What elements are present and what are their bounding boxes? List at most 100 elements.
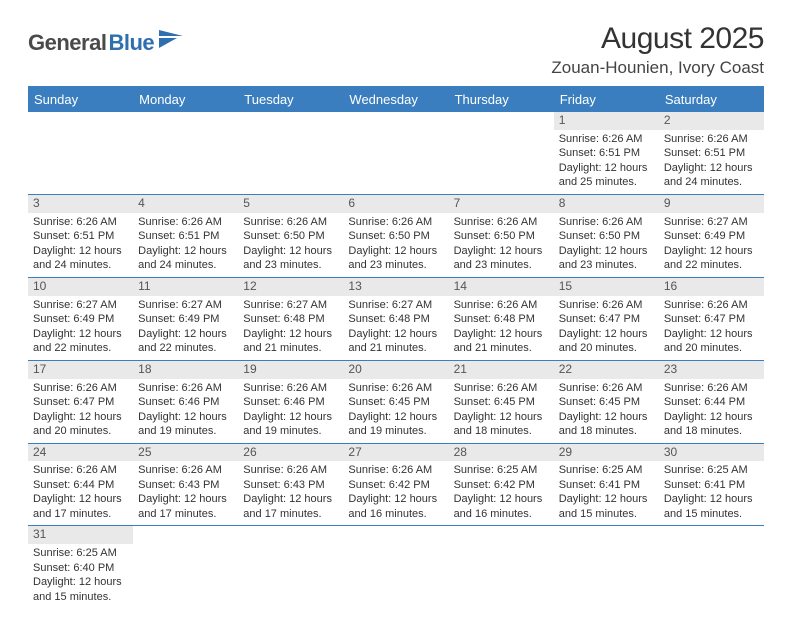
day-number: 19 [238,361,343,379]
sunset-text: Sunset: 6:50 PM [243,229,338,244]
calendar-cell: 25Sunrise: 6:26 AMSunset: 6:43 PMDayligh… [133,444,238,526]
calendar-cell: 19Sunrise: 6:26 AMSunset: 6:46 PMDayligh… [238,361,343,443]
day-number: 16 [659,278,764,296]
daylight-text: Daylight: 12 hours and 15 minutes. [559,492,654,521]
day-number: 26 [238,444,343,462]
daylight-text: Daylight: 12 hours and 22 minutes. [664,244,759,273]
sunset-text: Sunset: 6:48 PM [243,312,338,327]
calendar-cell: 27Sunrise: 6:26 AMSunset: 6:42 PMDayligh… [343,444,448,526]
sunset-text: Sunset: 6:45 PM [559,395,654,410]
calendar-cell [449,112,554,194]
sunrise-text: Sunrise: 6:27 AM [33,298,128,313]
calendar-cell: 28Sunrise: 6:25 AMSunset: 6:42 PMDayligh… [449,444,554,526]
day-number: 17 [28,361,133,379]
sunset-text: Sunset: 6:41 PM [559,478,654,493]
day-number: 12 [238,278,343,296]
calendar-cell: 5Sunrise: 6:26 AMSunset: 6:50 PMDaylight… [238,195,343,277]
sunrise-text: Sunrise: 6:25 AM [454,463,549,478]
calendar-cell [659,526,764,608]
day-header-thu: Thursday [449,88,554,112]
sunrise-text: Sunrise: 6:27 AM [243,298,338,313]
day-number: 27 [343,444,448,462]
day-number: 6 [343,195,448,213]
sunrise-text: Sunrise: 6:26 AM [138,463,233,478]
week-row: 1Sunrise: 6:26 AMSunset: 6:51 PMDaylight… [28,112,764,195]
calendar-cell [133,526,238,608]
calendar-cell: 7Sunrise: 6:26 AMSunset: 6:50 PMDaylight… [449,195,554,277]
sunset-text: Sunset: 6:51 PM [138,229,233,244]
day-number: 21 [449,361,554,379]
daylight-text: Daylight: 12 hours and 17 minutes. [243,492,338,521]
sunrise-text: Sunrise: 6:26 AM [559,132,654,147]
sunset-text: Sunset: 6:49 PM [138,312,233,327]
sunset-text: Sunset: 6:50 PM [348,229,443,244]
calendar-cell [343,526,448,608]
daylight-text: Daylight: 12 hours and 19 minutes. [348,410,443,439]
sunrise-text: Sunrise: 6:26 AM [33,463,128,478]
calendar-cell: 9Sunrise: 6:27 AMSunset: 6:49 PMDaylight… [659,195,764,277]
daylight-text: Daylight: 12 hours and 15 minutes. [664,492,759,521]
header: GeneralBlue August 2025 Zouan-Hounien, I… [28,22,764,78]
daylight-text: Daylight: 12 hours and 24 minutes. [33,244,128,273]
calendar-cell: 30Sunrise: 6:25 AMSunset: 6:41 PMDayligh… [659,444,764,526]
daylight-text: Daylight: 12 hours and 19 minutes. [138,410,233,439]
daylight-text: Daylight: 12 hours and 18 minutes. [454,410,549,439]
daylight-text: Daylight: 12 hours and 22 minutes. [138,327,233,356]
day-number: 1 [554,112,659,130]
daylight-text: Daylight: 12 hours and 23 minutes. [348,244,443,273]
page: GeneralBlue August 2025 Zouan-Hounien, I… [0,0,792,630]
day-number: 20 [343,361,448,379]
day-number: 31 [28,526,133,544]
sunset-text: Sunset: 6:47 PM [559,312,654,327]
calendar-cell: 10Sunrise: 6:27 AMSunset: 6:49 PMDayligh… [28,278,133,360]
daylight-text: Daylight: 12 hours and 23 minutes. [243,244,338,273]
day-number: 10 [28,278,133,296]
sunrise-text: Sunrise: 6:26 AM [33,215,128,230]
calendar-cell: 26Sunrise: 6:26 AMSunset: 6:43 PMDayligh… [238,444,343,526]
daylight-text: Daylight: 12 hours and 16 minutes. [454,492,549,521]
sunrise-text: Sunrise: 6:26 AM [454,215,549,230]
day-number: 18 [133,361,238,379]
calendar-cell [28,112,133,194]
day-number: 3 [28,195,133,213]
daylight-text: Daylight: 12 hours and 23 minutes. [559,244,654,273]
calendar-cell: 23Sunrise: 6:26 AMSunset: 6:44 PMDayligh… [659,361,764,443]
day-header-tue: Tuesday [238,88,343,112]
week-row: 10Sunrise: 6:27 AMSunset: 6:49 PMDayligh… [28,278,764,361]
day-header-sat: Saturday [659,88,764,112]
sunrise-text: Sunrise: 6:26 AM [559,298,654,313]
sunrise-text: Sunrise: 6:26 AM [664,132,759,147]
sunset-text: Sunset: 6:40 PM [33,561,128,576]
calendar-cell: 3Sunrise: 6:26 AMSunset: 6:51 PMDaylight… [28,195,133,277]
daylight-text: Daylight: 12 hours and 17 minutes. [33,492,128,521]
day-number: 23 [659,361,764,379]
day-header-sun: Sunday [28,88,133,112]
daylight-text: Daylight: 12 hours and 24 minutes. [138,244,233,273]
sunrise-text: Sunrise: 6:26 AM [664,381,759,396]
sunset-text: Sunset: 6:48 PM [454,312,549,327]
sunset-text: Sunset: 6:42 PM [348,478,443,493]
sunset-text: Sunset: 6:46 PM [243,395,338,410]
day-number: 22 [554,361,659,379]
daylight-text: Daylight: 12 hours and 16 minutes. [348,492,443,521]
logo-text-blue: Blue [108,30,154,56]
calendar-cell: 14Sunrise: 6:26 AMSunset: 6:48 PMDayligh… [449,278,554,360]
sunrise-text: Sunrise: 6:26 AM [559,215,654,230]
day-number: 7 [449,195,554,213]
day-number: 30 [659,444,764,462]
day-number: 24 [28,444,133,462]
calendar-cell [238,112,343,194]
calendar-cell: 20Sunrise: 6:26 AMSunset: 6:45 PMDayligh… [343,361,448,443]
calendar-cell: 15Sunrise: 6:26 AMSunset: 6:47 PMDayligh… [554,278,659,360]
calendar-cell: 2Sunrise: 6:26 AMSunset: 6:51 PMDaylight… [659,112,764,194]
day-number: 9 [659,195,764,213]
calendar-cell: 31Sunrise: 6:25 AMSunset: 6:40 PMDayligh… [28,526,133,608]
day-number: 5 [238,195,343,213]
calendar-cell [133,112,238,194]
daylight-text: Daylight: 12 hours and 25 minutes. [559,161,654,190]
sunrise-text: Sunrise: 6:26 AM [559,381,654,396]
logo-text-general: General [28,30,106,56]
sunset-text: Sunset: 6:51 PM [559,146,654,161]
daylight-text: Daylight: 12 hours and 20 minutes. [664,327,759,356]
daylight-text: Daylight: 12 hours and 18 minutes. [559,410,654,439]
